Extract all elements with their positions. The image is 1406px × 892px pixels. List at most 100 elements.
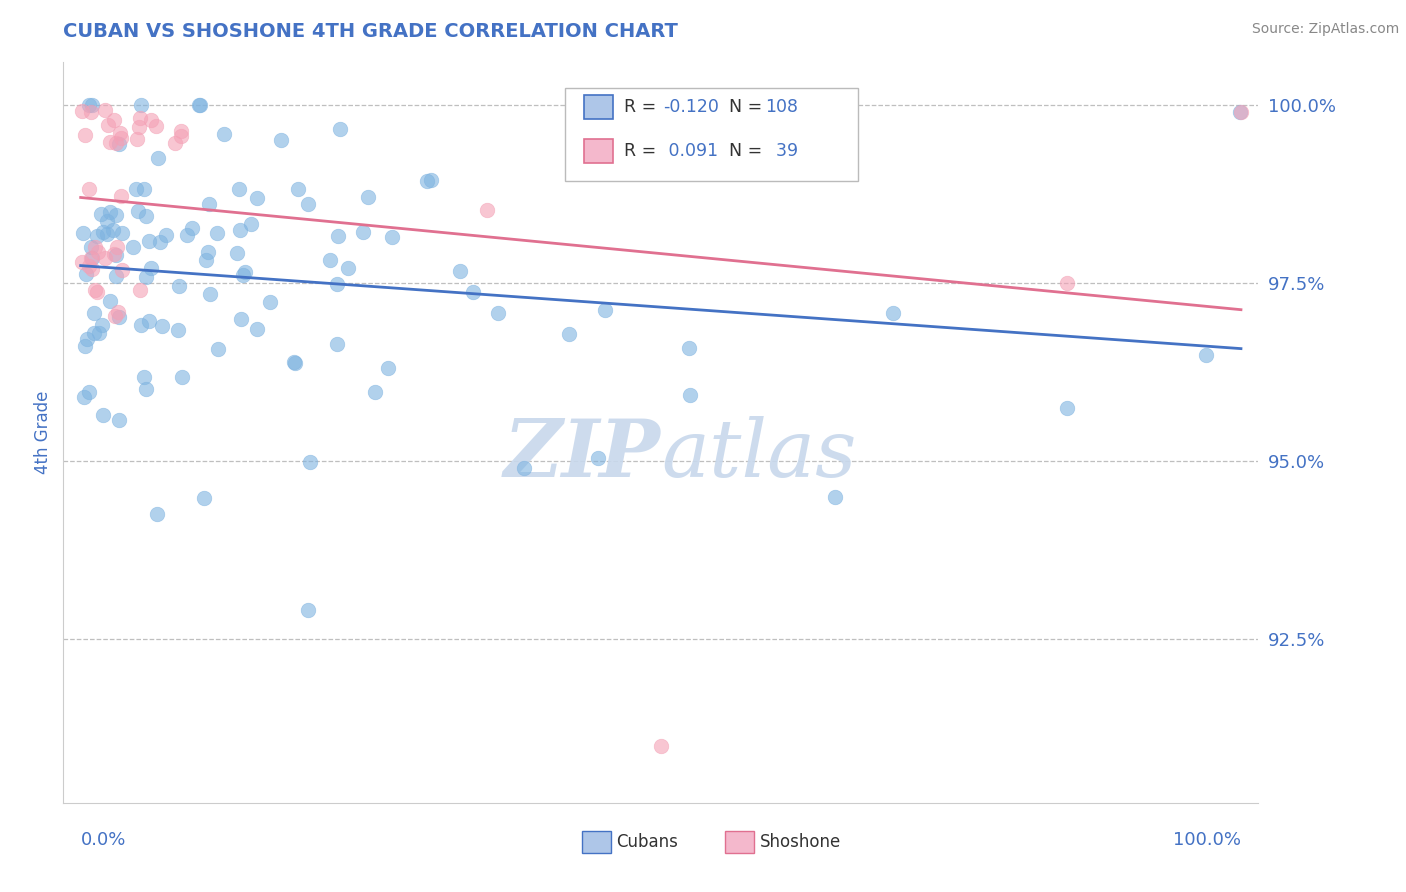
Point — [77, 259, 100, 273]
Point — [419, 173, 441, 187]
Point — [86, 285, 108, 299]
Point — [259, 295, 281, 310]
Point — [207, 342, 229, 356]
Point — [82, 98, 104, 112]
Point — [679, 387, 702, 401]
Point — [75, 339, 97, 353]
Point — [882, 306, 904, 320]
Point — [135, 209, 157, 223]
Point — [450, 263, 472, 277]
Point — [239, 217, 262, 231]
Point — [475, 202, 498, 217]
Point — [205, 226, 228, 240]
Point — [135, 382, 157, 396]
Point — [134, 270, 156, 285]
Point — [129, 111, 152, 125]
Point — [195, 252, 218, 267]
Point — [104, 248, 127, 262]
Point — [586, 450, 609, 465]
Point — [90, 207, 112, 221]
Point — [1229, 105, 1251, 120]
Point — [149, 235, 172, 249]
Point — [86, 228, 108, 243]
Point — [461, 285, 484, 299]
Point — [146, 507, 169, 521]
Point — [80, 261, 103, 276]
Point — [83, 326, 105, 340]
Point — [513, 460, 536, 475]
Point — [72, 226, 94, 240]
Point — [87, 326, 110, 340]
Text: Cubans: Cubans — [617, 833, 679, 851]
Point — [77, 98, 100, 112]
Point — [488, 306, 510, 320]
Text: Source: ZipAtlas.com: Source: ZipAtlas.com — [1251, 22, 1399, 37]
Point — [235, 265, 257, 279]
Point — [558, 326, 581, 341]
Point — [103, 222, 125, 236]
Point — [94, 103, 117, 117]
Point — [77, 385, 100, 400]
Point — [125, 131, 148, 145]
Point — [108, 126, 131, 140]
Point — [129, 283, 152, 297]
Point — [121, 240, 143, 254]
Text: ZIP: ZIP — [503, 416, 661, 493]
Text: atlas: atlas — [661, 416, 856, 493]
Point — [105, 240, 128, 254]
Point — [228, 182, 250, 196]
Point — [283, 354, 305, 368]
Point — [146, 151, 169, 165]
Point — [125, 182, 148, 196]
Point — [84, 240, 107, 254]
Point — [1230, 105, 1253, 120]
Point — [287, 182, 309, 196]
Point — [91, 318, 114, 333]
Point — [91, 225, 114, 239]
Text: R =: R = — [624, 143, 661, 161]
Point — [93, 252, 115, 266]
FancyBboxPatch shape — [582, 831, 610, 853]
FancyBboxPatch shape — [725, 831, 754, 853]
Point — [225, 246, 247, 260]
Point — [105, 208, 128, 222]
Point — [76, 333, 98, 347]
Point — [193, 491, 215, 505]
Point — [110, 189, 132, 203]
Point — [138, 234, 160, 248]
Point — [1195, 348, 1218, 362]
Text: 100.0%: 100.0% — [1173, 831, 1241, 849]
Point — [246, 191, 269, 205]
Point — [824, 490, 846, 504]
Point — [298, 455, 321, 469]
Text: -0.120: -0.120 — [664, 98, 718, 116]
Point — [188, 98, 211, 112]
Point — [107, 136, 129, 151]
Point — [104, 309, 127, 323]
Point — [163, 136, 186, 151]
Point — [127, 204, 149, 219]
Point — [198, 197, 221, 211]
Point — [98, 293, 121, 308]
Point — [678, 341, 700, 355]
Point — [75, 128, 97, 142]
Point — [246, 321, 269, 335]
Point — [166, 323, 188, 337]
Text: 39: 39 — [765, 143, 799, 161]
Point — [170, 124, 193, 138]
Y-axis label: 4th Grade: 4th Grade — [34, 391, 52, 475]
Point — [108, 412, 131, 426]
Point — [170, 129, 193, 144]
FancyBboxPatch shape — [565, 88, 858, 181]
Point — [84, 283, 107, 297]
Text: 0.0%: 0.0% — [80, 831, 127, 849]
Text: N =: N = — [728, 98, 768, 116]
Point — [650, 739, 672, 753]
Point — [75, 267, 97, 281]
Point — [329, 121, 352, 136]
Point — [176, 228, 198, 243]
Point — [326, 277, 349, 291]
Point — [416, 174, 439, 188]
FancyBboxPatch shape — [585, 95, 613, 119]
Point — [86, 244, 108, 259]
